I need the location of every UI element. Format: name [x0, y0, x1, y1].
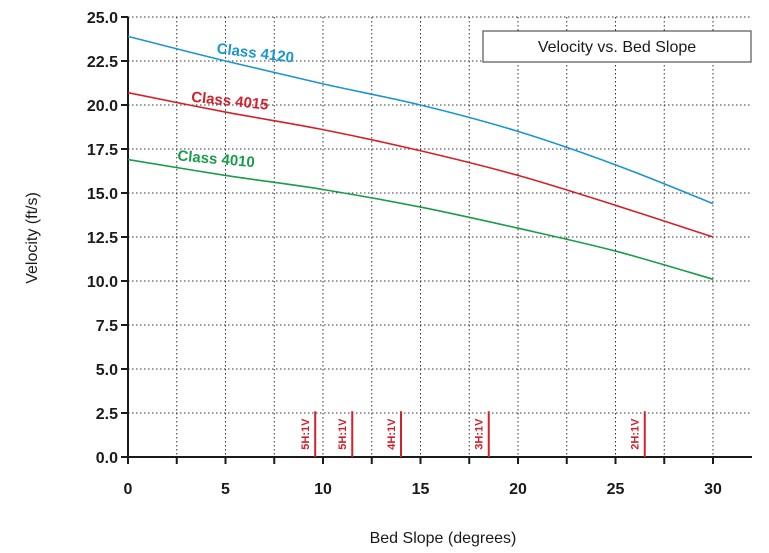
- series-label-class-4010: Class 4010: [177, 147, 256, 171]
- series-line-class-4010: [127, 158, 714, 281]
- title-box: [482, 30, 752, 63]
- slope-reference-lines: 5H:1V 5H:1V 4H:1V 3H:1V 2H:1V: [300, 411, 646, 457]
- y-tick-label: 22.5: [87, 54, 118, 71]
- slope-reference-label: 4H:1V: [386, 418, 398, 450]
- series-line-class-4120: [127, 35, 714, 205]
- series-labels: Class 4120 Class 4015 Class 4010: [177, 40, 295, 171]
- series-lines: [127, 35, 714, 281]
- x-tick-label: 10: [314, 481, 332, 498]
- y-tick-label: 20.0: [87, 98, 118, 115]
- x-tick-label: 30: [704, 481, 722, 498]
- y-tick-label: 25.0: [87, 10, 118, 27]
- y-axis-title: Velocity (ft/s): [24, 192, 41, 284]
- series-label-class-4015: Class 4015: [190, 89, 269, 114]
- chart-title: Velocity vs. Bed Slope: [538, 39, 696, 56]
- y-tick-label: 10.0: [87, 274, 118, 291]
- x-axis-title: Bed Slope (degrees): [370, 530, 517, 547]
- series-label-class-4120: Class 4120: [216, 40, 295, 66]
- y-tick-label: 5.0: [96, 362, 118, 379]
- x-tick-label: 15: [412, 481, 430, 498]
- axes: 0.0 2.5 5.0 7.5 10.0 12.5 15.0 17.5 20.0 22.5 25.0…: [87, 10, 752, 498]
- chart-title-box: Velocity vs. Bed Slope: [482, 30, 752, 63]
- x-tick-label: 20: [509, 481, 527, 498]
- x-tick-label: 5: [221, 481, 230, 498]
- slope-reference-label: 5H:1V: [337, 418, 349, 450]
- y-tick-label: 17.5: [87, 142, 118, 159]
- y-tick-label: 12.5: [87, 230, 118, 247]
- slope-reference-label: 2H:1V: [630, 418, 642, 450]
- y-tick-label: 15.0: [87, 186, 118, 203]
- slope-reference-label: 3H:1V: [474, 418, 486, 450]
- x-tick-label: 0: [124, 481, 133, 498]
- grid: [128, 16, 752, 457]
- series-line-class-4015: [127, 91, 714, 238]
- x-tick-label: 25: [607, 481, 625, 498]
- slope-reference-label: 5H:1V: [300, 418, 312, 450]
- y-tick-label: 7.5: [96, 318, 118, 335]
- y-tick-label: 0.0: [96, 450, 118, 467]
- y-tick-label: 2.5: [96, 406, 118, 423]
